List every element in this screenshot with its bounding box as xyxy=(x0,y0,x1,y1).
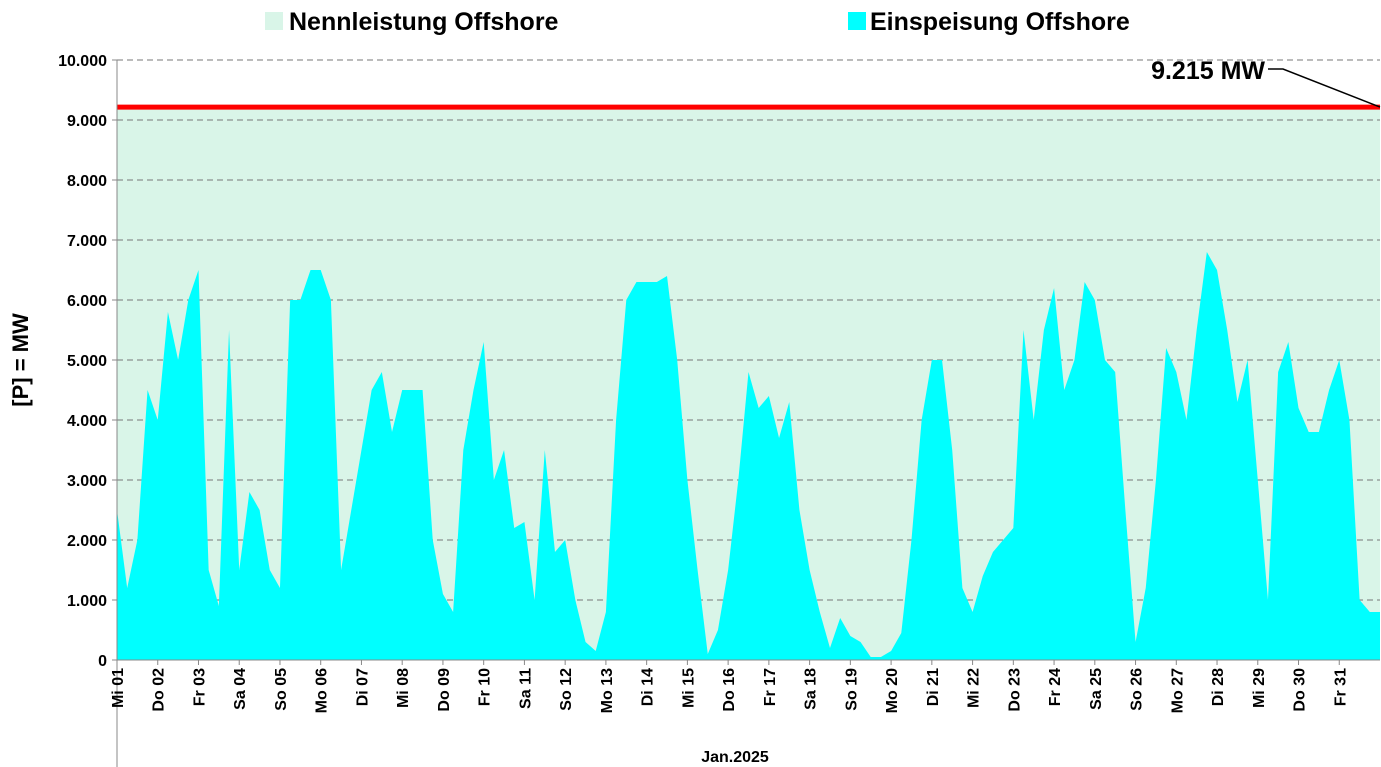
y-axis-label: [P] = MW xyxy=(8,313,33,407)
x-tick-label: Fr 17 xyxy=(762,668,779,706)
x-tick-label: Mo 20 xyxy=(884,668,901,713)
legend-label: Nennleistung Offshore xyxy=(289,8,559,36)
annotation-leader xyxy=(1268,68,1381,108)
x-tick-label: So 12 xyxy=(558,668,575,711)
x-tick-label: Do 16 xyxy=(721,668,738,712)
x-tick-label: So 05 xyxy=(273,668,290,711)
x-tick-label: Mo 06 xyxy=(314,668,331,713)
x-tick-label: Di 21 xyxy=(925,668,942,706)
legend-swatch-series xyxy=(848,12,866,30)
x-tick-label: Mi 15 xyxy=(680,668,697,708)
x-tick-label: Mi 29 xyxy=(1251,668,1268,708)
x-tick-label: Sa 04 xyxy=(232,668,249,710)
x-tick-label: Mi 08 xyxy=(395,668,412,708)
x-tick-label: Mi 22 xyxy=(966,668,983,708)
x-tick-label: Di 28 xyxy=(1210,668,1227,706)
x-tick-label: Mi 01 xyxy=(110,668,127,708)
x-tick-label: Sa 11 xyxy=(517,668,534,709)
x-tick-label: Fr 03 xyxy=(191,668,208,706)
y-tick-label: 0 xyxy=(98,653,107,670)
y-tick-label: 9.000 xyxy=(67,113,107,130)
y-tick-label: 1.000 xyxy=(67,593,107,610)
x-tick-label: Do 02 xyxy=(151,668,168,712)
x-tick-label: Do 09 xyxy=(436,668,453,712)
y-tick-label: 8.000 xyxy=(67,173,107,190)
y-tick-label: 5.000 xyxy=(67,353,107,370)
x-tick-label: So 26 xyxy=(1129,668,1146,711)
x-tick-label: Fr 10 xyxy=(477,668,494,706)
y-tick-label: 3.000 xyxy=(67,473,107,490)
legend-swatch-rated xyxy=(265,12,283,30)
annotation: 9.215 MW xyxy=(1151,57,1265,85)
x-tick-label: So 19 xyxy=(843,668,860,711)
x-tick-label: Do 30 xyxy=(1292,668,1309,712)
x-axis-label: Jan.2025 xyxy=(701,749,769,766)
x-tick-label: Mo 13 xyxy=(599,668,616,713)
y-tick-label: 7.000 xyxy=(67,233,107,250)
x-tick-label: Sa 18 xyxy=(803,668,820,710)
y-tick-label: 2.000 xyxy=(67,533,107,550)
y-tick-label: 4.000 xyxy=(67,413,107,430)
x-tick-label: Fr 31 xyxy=(1332,668,1349,706)
x-tick-label: Fr 24 xyxy=(1047,668,1064,706)
legend-label: Einspeisung Offshore xyxy=(870,8,1130,36)
x-tick-label: Sa 25 xyxy=(1088,668,1105,710)
x-tick-label: Do 23 xyxy=(1006,668,1023,712)
y-tick-label: 10.000 xyxy=(58,53,107,70)
x-tick-label: Mo 27 xyxy=(1169,668,1186,713)
x-tick-label: Di 07 xyxy=(354,668,371,706)
area xyxy=(117,252,1380,660)
y-tick-label: 6.000 xyxy=(67,293,107,310)
x-tick-label: Di 14 xyxy=(640,668,657,706)
